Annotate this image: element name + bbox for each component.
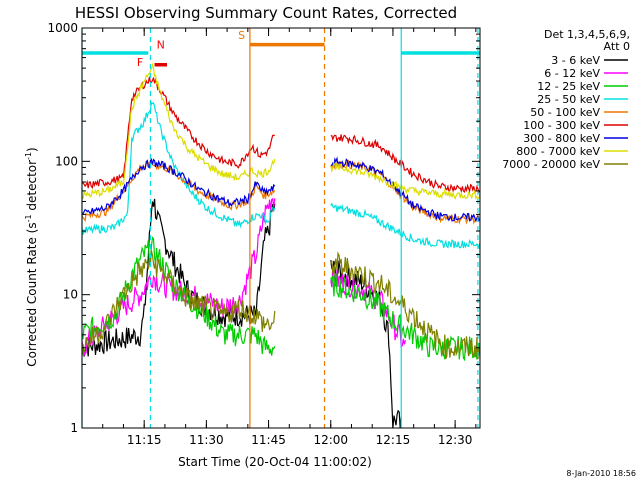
series-line-3 (81, 101, 481, 250)
x-tick-label: 12:00 (313, 433, 348, 447)
legend-label: 3 - 6 keV (551, 54, 600, 67)
y-tick-label: 1000 (47, 21, 78, 35)
y-tick-label: 10 (63, 288, 78, 302)
y-axis-title-end: ) (25, 147, 39, 152)
legend-label: 12 - 25 keV (537, 80, 600, 93)
x-tick-label: 12:30 (438, 433, 473, 447)
series-line-5 (81, 76, 481, 194)
legend-label: 7000 - 20000 keV (502, 158, 600, 171)
x-tick-label: 12:15 (376, 433, 411, 447)
y-tick-label: 1 (70, 421, 78, 435)
y-axis-title: Corrected Count Rate (s-1 detector-1) (24, 147, 39, 366)
annotation-label: F (137, 56, 143, 69)
legend-title-line2: Att 0 (604, 40, 630, 53)
series-line-7 (81, 62, 481, 201)
generation-timestamp: 8-Jan-2010 18:56 (566, 469, 636, 478)
legend-label: 100 - 300 keV (523, 119, 600, 132)
legend-label: 800 - 7000 keV (516, 145, 600, 158)
legend-label: 25 - 50 keV (537, 93, 600, 106)
legend: Det 1,3,4,5,6,9, Att 0 (544, 28, 630, 53)
legend-label: 50 - 100 keV (530, 106, 600, 119)
series-line-6 (81, 156, 481, 223)
legend-title-line1: Det 1,3,4,5,6,9, (544, 28, 630, 41)
series-line-2 (81, 236, 481, 362)
x-axis-title: Start Time (20-Oct-04 11:00:02) (178, 455, 372, 469)
annotation-label: N (157, 39, 165, 52)
y-axis-title-mid: detector (25, 160, 39, 215)
x-tick-label: 11:15 (127, 433, 162, 447)
plot-frame (81, 27, 481, 429)
svg-text:Corrected Count Rate (s-1 dete: Corrected Count Rate (s-1 detector-1) (24, 147, 39, 366)
x-tick-label: 11:30 (189, 433, 224, 447)
series-line-8 (81, 250, 481, 360)
chart-title: HESSI Observing Summary Count Rates, Cor… (75, 4, 457, 22)
y-axis-title-sup1: -1 (24, 214, 33, 222)
x-tick-label: 11:45 (251, 433, 286, 447)
legend-label: 6 - 12 keV (544, 67, 600, 80)
y-axis-title-main: Corrected Count Rate (s (25, 222, 39, 366)
legend-label: 300 - 800 keV (523, 132, 600, 145)
annotation-label: S (238, 29, 245, 42)
y-tick-label: 100 (55, 154, 78, 168)
y-axis-title-sup2: -1 (24, 152, 33, 160)
